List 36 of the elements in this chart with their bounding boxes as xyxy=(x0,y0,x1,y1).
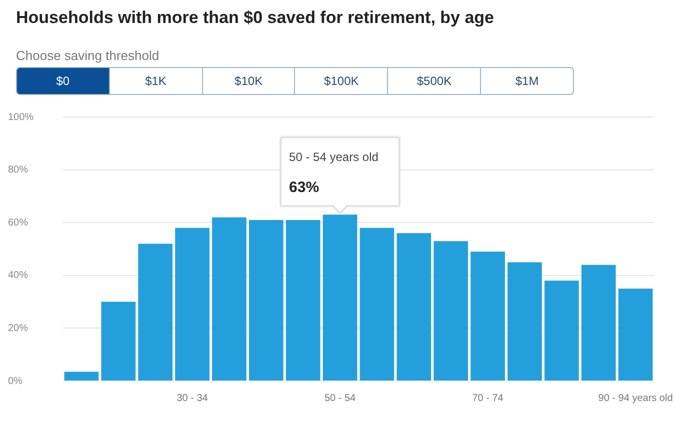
bar xyxy=(581,264,616,380)
bar xyxy=(286,220,320,380)
y-tick-label: 60% xyxy=(8,217,28,228)
bar xyxy=(248,220,284,380)
x-tick-label: 50 - 54 xyxy=(324,392,356,404)
bar xyxy=(64,372,99,380)
bar xyxy=(508,262,542,380)
bar xyxy=(212,217,246,380)
text: Choose saving threshold xyxy=(16,48,160,63)
text: $1M xyxy=(480,67,574,95)
x-tick-label: 30 - 34 xyxy=(176,392,208,404)
bar xyxy=(138,244,173,380)
text: $500K xyxy=(387,67,482,95)
annotation: 50 - 54 years old xyxy=(289,150,378,164)
chart-title: Households with more than $0 saved for retirement, by age xyxy=(16,8,496,28)
text: $10K xyxy=(202,67,296,95)
y-tick-label: 20% xyxy=(8,322,28,334)
bar xyxy=(434,241,468,380)
text: $1K xyxy=(108,67,203,95)
y-tick-label: 100% xyxy=(8,112,34,123)
bar xyxy=(544,280,579,380)
x-tick-label: 90 - 94 years old xyxy=(598,392,673,404)
x-tick-label: 70 - 74 xyxy=(472,392,504,404)
text: $100K xyxy=(294,67,388,95)
y-tick-label: 80% xyxy=(8,164,28,176)
bar xyxy=(322,214,358,380)
bar xyxy=(101,302,136,380)
bar xyxy=(618,288,653,380)
y-tick-label: 40% xyxy=(8,270,28,282)
y-tick-label: 0% xyxy=(8,376,23,387)
annotation: 63% xyxy=(289,178,320,196)
bar xyxy=(470,252,505,380)
bar xyxy=(396,233,432,380)
bar xyxy=(360,228,394,380)
text: $0 xyxy=(16,67,110,95)
bar xyxy=(175,228,210,380)
